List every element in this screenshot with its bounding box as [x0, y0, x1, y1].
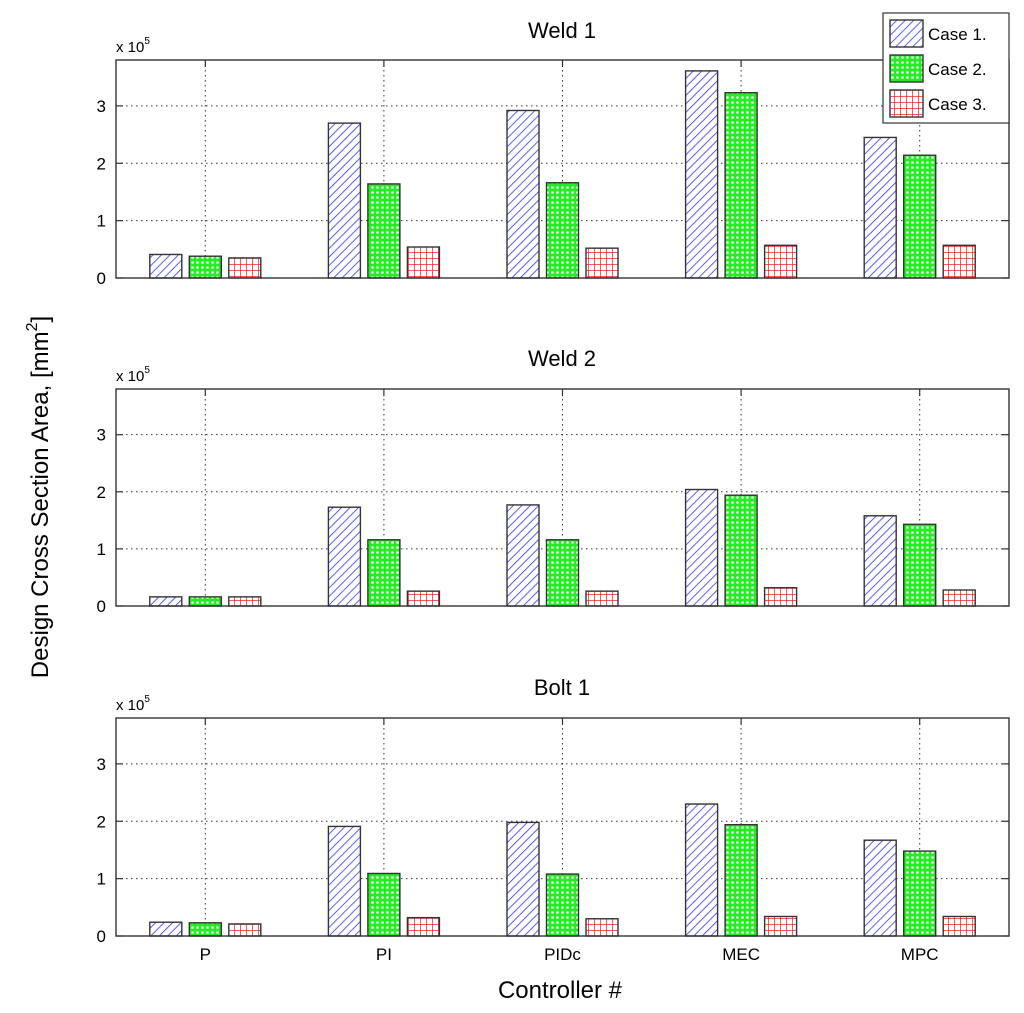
bar-pidc-case-3 — [585, 590, 619, 607]
bar-pi-case-1 — [327, 825, 362, 937]
legend-label: Case 1. — [928, 25, 987, 44]
bar-mpc-case-2 — [903, 850, 937, 937]
y-multiplier-label: x 105 — [116, 694, 150, 714]
bar-pi-case-2 — [367, 539, 401, 607]
bar-p-case-3 — [228, 596, 262, 607]
y-tick-label: 3 — [97, 426, 106, 445]
x-tick-label: P — [200, 945, 211, 964]
bar-mpc-case-2 — [903, 154, 937, 279]
legend-swatch-case-1 — [889, 19, 924, 48]
bar-mec-case-1 — [684, 70, 719, 279]
bar-p-case-2 — [188, 596, 223, 607]
y-multiplier-label: x 105 — [116, 365, 150, 385]
y-multiplier-label: x 105 — [116, 36, 150, 56]
y-tick-label: 3 — [97, 97, 106, 116]
y-tick-label: 0 — [97, 269, 106, 288]
bar-mec-case-1 — [684, 488, 719, 607]
y-axis-label: Design Cross Section Area, [mm2] — [24, 316, 54, 678]
y-tick-label: 2 — [97, 154, 106, 173]
panel-title: Weld 1 — [528, 18, 596, 43]
bar-mpc-case-3 — [942, 589, 976, 607]
legend-label: Case 3. — [928, 95, 987, 114]
bar-pi-case-2 — [367, 183, 401, 279]
bar-pidc-case-2 — [545, 539, 580, 607]
bar-pidc-case-3 — [585, 247, 619, 279]
bar-p-case-1 — [149, 596, 183, 607]
bar-p-case-1 — [149, 921, 183, 937]
bar-pidc-case-1 — [506, 504, 540, 607]
x-tick-label: PIDc — [544, 945, 581, 964]
legend-swatch-case-2 — [889, 54, 924, 83]
bar-pi-case-3 — [406, 590, 441, 607]
bar-pidc-case-2 — [545, 873, 580, 937]
bar-p-case-3 — [228, 923, 262, 937]
y-tick-label: 1 — [97, 870, 106, 889]
bar-mpc-case-1 — [863, 136, 897, 279]
bar-mec-case-2 — [724, 824, 758, 937]
bar-mec-case-3 — [763, 915, 798, 937]
y-tick-label: 2 — [97, 483, 106, 502]
y-tick-label: 0 — [97, 597, 106, 616]
bar-pidc-case-1 — [506, 109, 540, 279]
y-tick-label: 1 — [97, 540, 106, 559]
bar-mec-case-2 — [724, 91, 758, 279]
bar-mec-case-2 — [724, 494, 758, 607]
axes-frame — [115, 717, 1010, 937]
bar-pi-case-2 — [367, 872, 401, 937]
bar-mpc-case-1 — [863, 515, 897, 607]
panel-weld-1: Weld 1 x 105 0 1 2 3 — [97, 18, 1010, 288]
bar-pidc-case-2 — [545, 182, 580, 279]
bar-mec-case-3 — [763, 587, 798, 607]
y-tick-label: 3 — [97, 755, 106, 774]
bar-mec-case-1 — [684, 803, 719, 937]
panel-title: Weld 2 — [528, 346, 596, 371]
bar-pi-case-3 — [406, 246, 441, 279]
x-tick-label: PI — [376, 945, 392, 964]
axes-frame — [115, 59, 1010, 279]
panel-weld-2: Weld 2 x 105 0 1 2 3 — [97, 346, 1010, 616]
y-tick-label: 0 — [97, 927, 106, 946]
panel-bolt-1: Bolt 1 x 105 0 1 2 3 P PI PIDc MEC MPC — [97, 675, 1010, 964]
y-tick-label: 2 — [97, 812, 106, 831]
legend-label: Case 2. — [928, 60, 987, 79]
legend-entry-case-1: Case 1. — [889, 19, 987, 48]
bar-p-case-2 — [188, 255, 223, 279]
legend-entry-case-2: Case 2. — [889, 54, 987, 83]
x-tick-label: MEC — [722, 945, 760, 964]
bar-p-case-3 — [228, 257, 262, 279]
bar-mpc-case-2 — [903, 523, 937, 607]
bar-mec-case-3 — [763, 244, 798, 279]
bar-mpc-case-3 — [942, 244, 976, 279]
bar-pi-case-1 — [327, 506, 362, 607]
legend-swatch-case-3 — [889, 89, 924, 118]
panel-title: Bolt 1 — [534, 675, 590, 700]
axes-frame — [115, 388, 1010, 607]
y-tick-label: 1 — [97, 212, 106, 231]
bar-pi-case-3 — [406, 916, 441, 937]
bar-pi-case-1 — [327, 122, 362, 279]
bar-mpc-case-1 — [863, 839, 897, 937]
bar-pidc-case-1 — [506, 821, 540, 937]
bar-p-case-2 — [188, 922, 223, 937]
x-tick-label: MPC — [901, 945, 939, 964]
legend-entry-case-3: Case 3. — [889, 89, 987, 118]
bar-pidc-case-3 — [585, 918, 619, 937]
legend: Case 1. Case 2. Case 3. — [882, 12, 1010, 124]
bar-mpc-case-3 — [942, 915, 976, 937]
bar-p-case-1 — [149, 253, 183, 279]
x-axis-label: Controller # — [498, 977, 623, 1004]
